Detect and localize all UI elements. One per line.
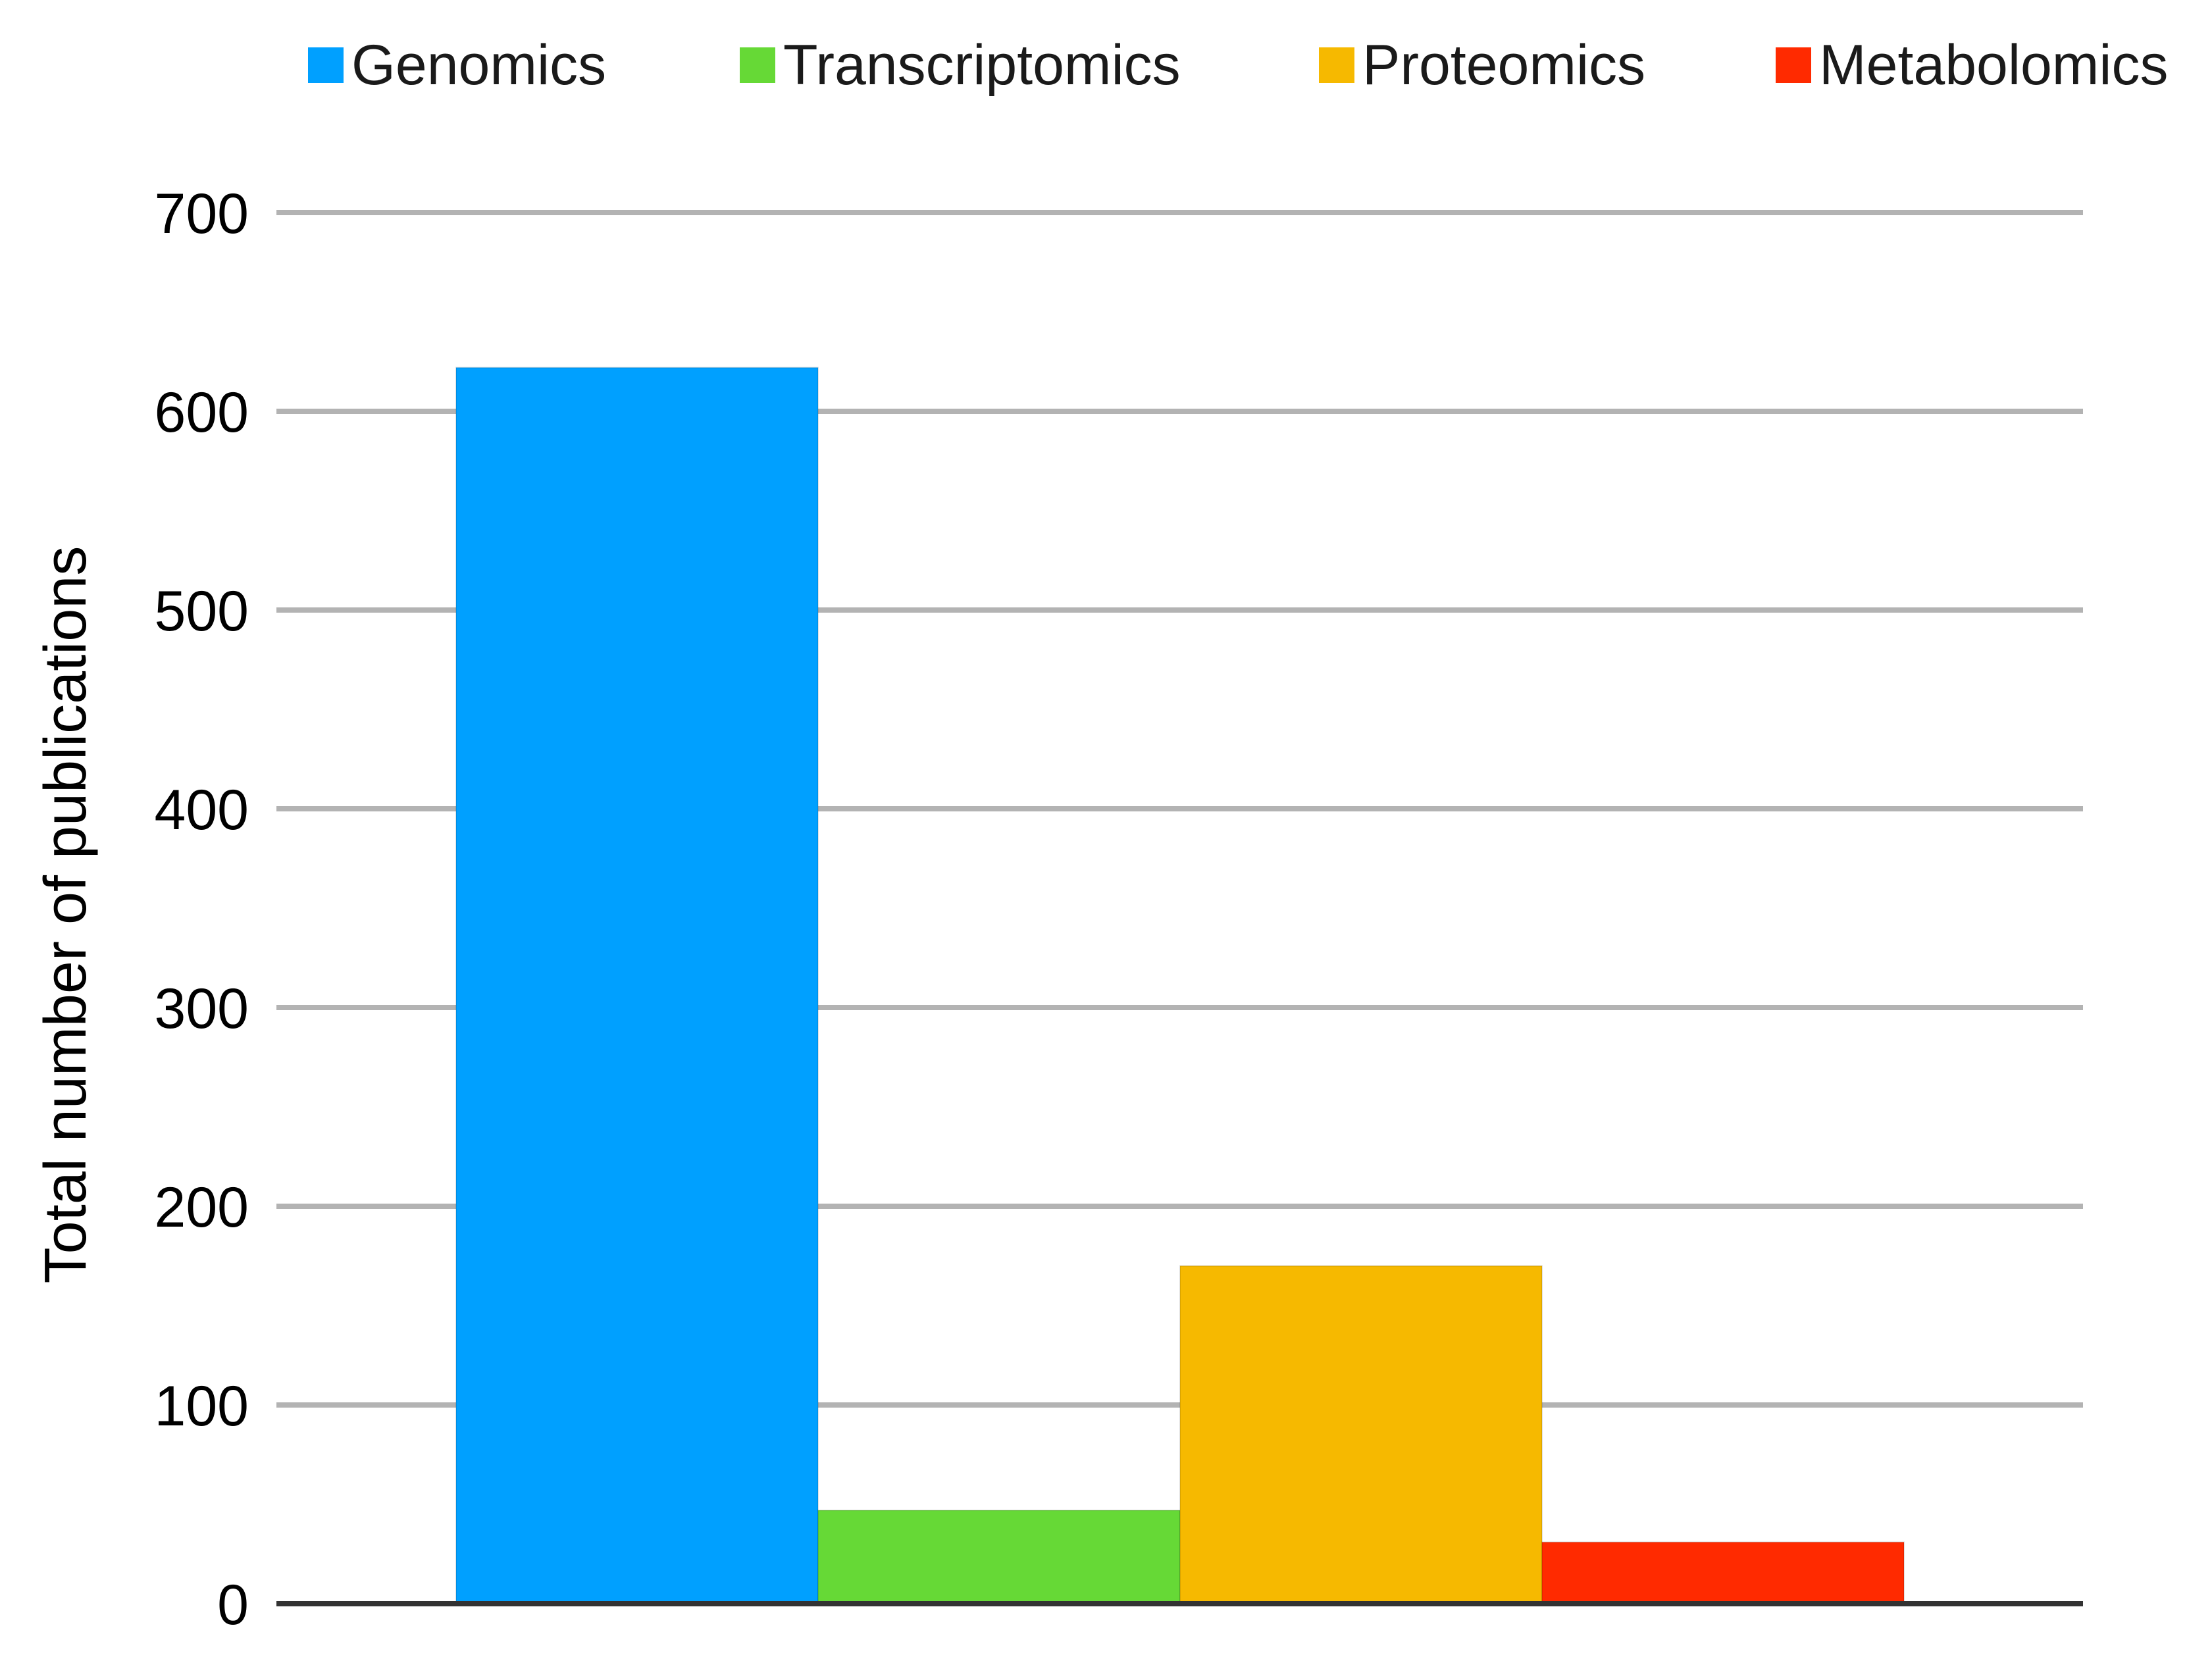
y-tick-label: 600 xyxy=(155,381,249,444)
legend-swatch xyxy=(1776,47,1811,83)
legend: Genomics Transcriptomics Proteomics Metabol… xyxy=(308,34,2169,97)
y-tick-label: 700 xyxy=(155,182,249,245)
bar-genomics xyxy=(455,367,819,1604)
y-axis-title: Total number of publications xyxy=(33,546,99,1284)
legend-label: Genomics xyxy=(351,34,606,97)
legend-item: Metabolomics xyxy=(1776,34,2169,97)
bars xyxy=(455,367,1905,1605)
legend-swatch xyxy=(1319,47,1354,83)
y-tick-label: 0 xyxy=(217,1573,249,1637)
y-axis-tick-labels: 0 100 200 300 400 500 600 700 xyxy=(155,182,249,1637)
y-tick-label: 400 xyxy=(155,778,249,842)
legend-item: Proteomics xyxy=(1319,34,1645,97)
y-tick-label: 200 xyxy=(155,1176,249,1239)
y-tick-label: 100 xyxy=(155,1375,249,1438)
bar-metabolomics xyxy=(1541,1541,1905,1604)
y-tick-label: 300 xyxy=(155,977,249,1040)
legend-label: Proteomics xyxy=(1362,34,1645,97)
legend-swatch xyxy=(740,47,775,83)
legend-label: Transcriptomics xyxy=(783,34,1181,97)
y-tick-label: 500 xyxy=(155,580,249,643)
bar-proteomics xyxy=(1179,1265,1543,1604)
legend-item: Genomics xyxy=(308,34,606,97)
legend-label: Metabolomics xyxy=(1819,34,2169,97)
legend-swatch xyxy=(308,47,344,83)
bar-transcriptomics xyxy=(817,1510,1181,1605)
legend-item: Transcriptomics xyxy=(740,34,1181,97)
